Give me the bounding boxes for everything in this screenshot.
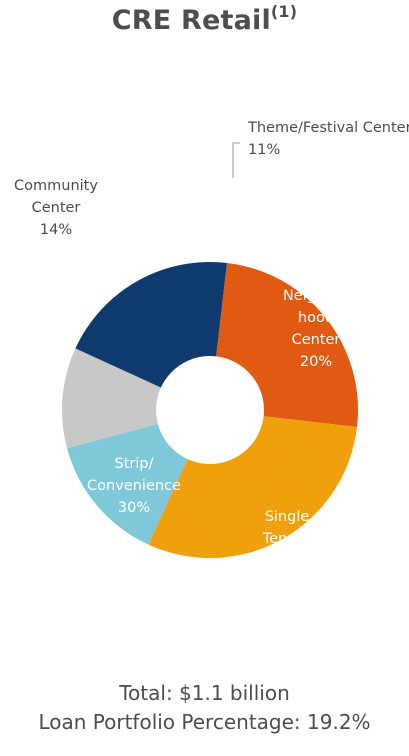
slice-label-0: Theme/Festival Center 11% xyxy=(247,120,409,158)
total-text: Total: $1.1 billion xyxy=(119,681,290,705)
chart-title-text: CRE Retail xyxy=(111,5,271,36)
leader-line-0 xyxy=(232,142,240,178)
portfolio-percentage-text: Loan Portfolio Percentage: 19.2% xyxy=(38,710,371,734)
slice-label-1: Neighbor hood Center 20% xyxy=(283,288,349,370)
title-footnote: (1) xyxy=(270,2,298,21)
donut-hole xyxy=(156,356,264,464)
slice-label-3: Strip/Convenience 30% xyxy=(87,456,181,516)
donut-chart: Theme/Festival Center 11% Neighbor hood Cent… xyxy=(14,120,409,569)
slice-theme-festival-center xyxy=(61,348,210,449)
chart-title: CRE Retail(1) xyxy=(0,2,409,36)
leader-lines xyxy=(232,142,240,178)
slice-label-4: Community Center 14% xyxy=(14,178,98,238)
slice-labels: Theme/Festival Center 11% Neighbor hood Cent… xyxy=(14,120,409,569)
slice-label-2: Single Tenant 25% xyxy=(262,509,312,569)
